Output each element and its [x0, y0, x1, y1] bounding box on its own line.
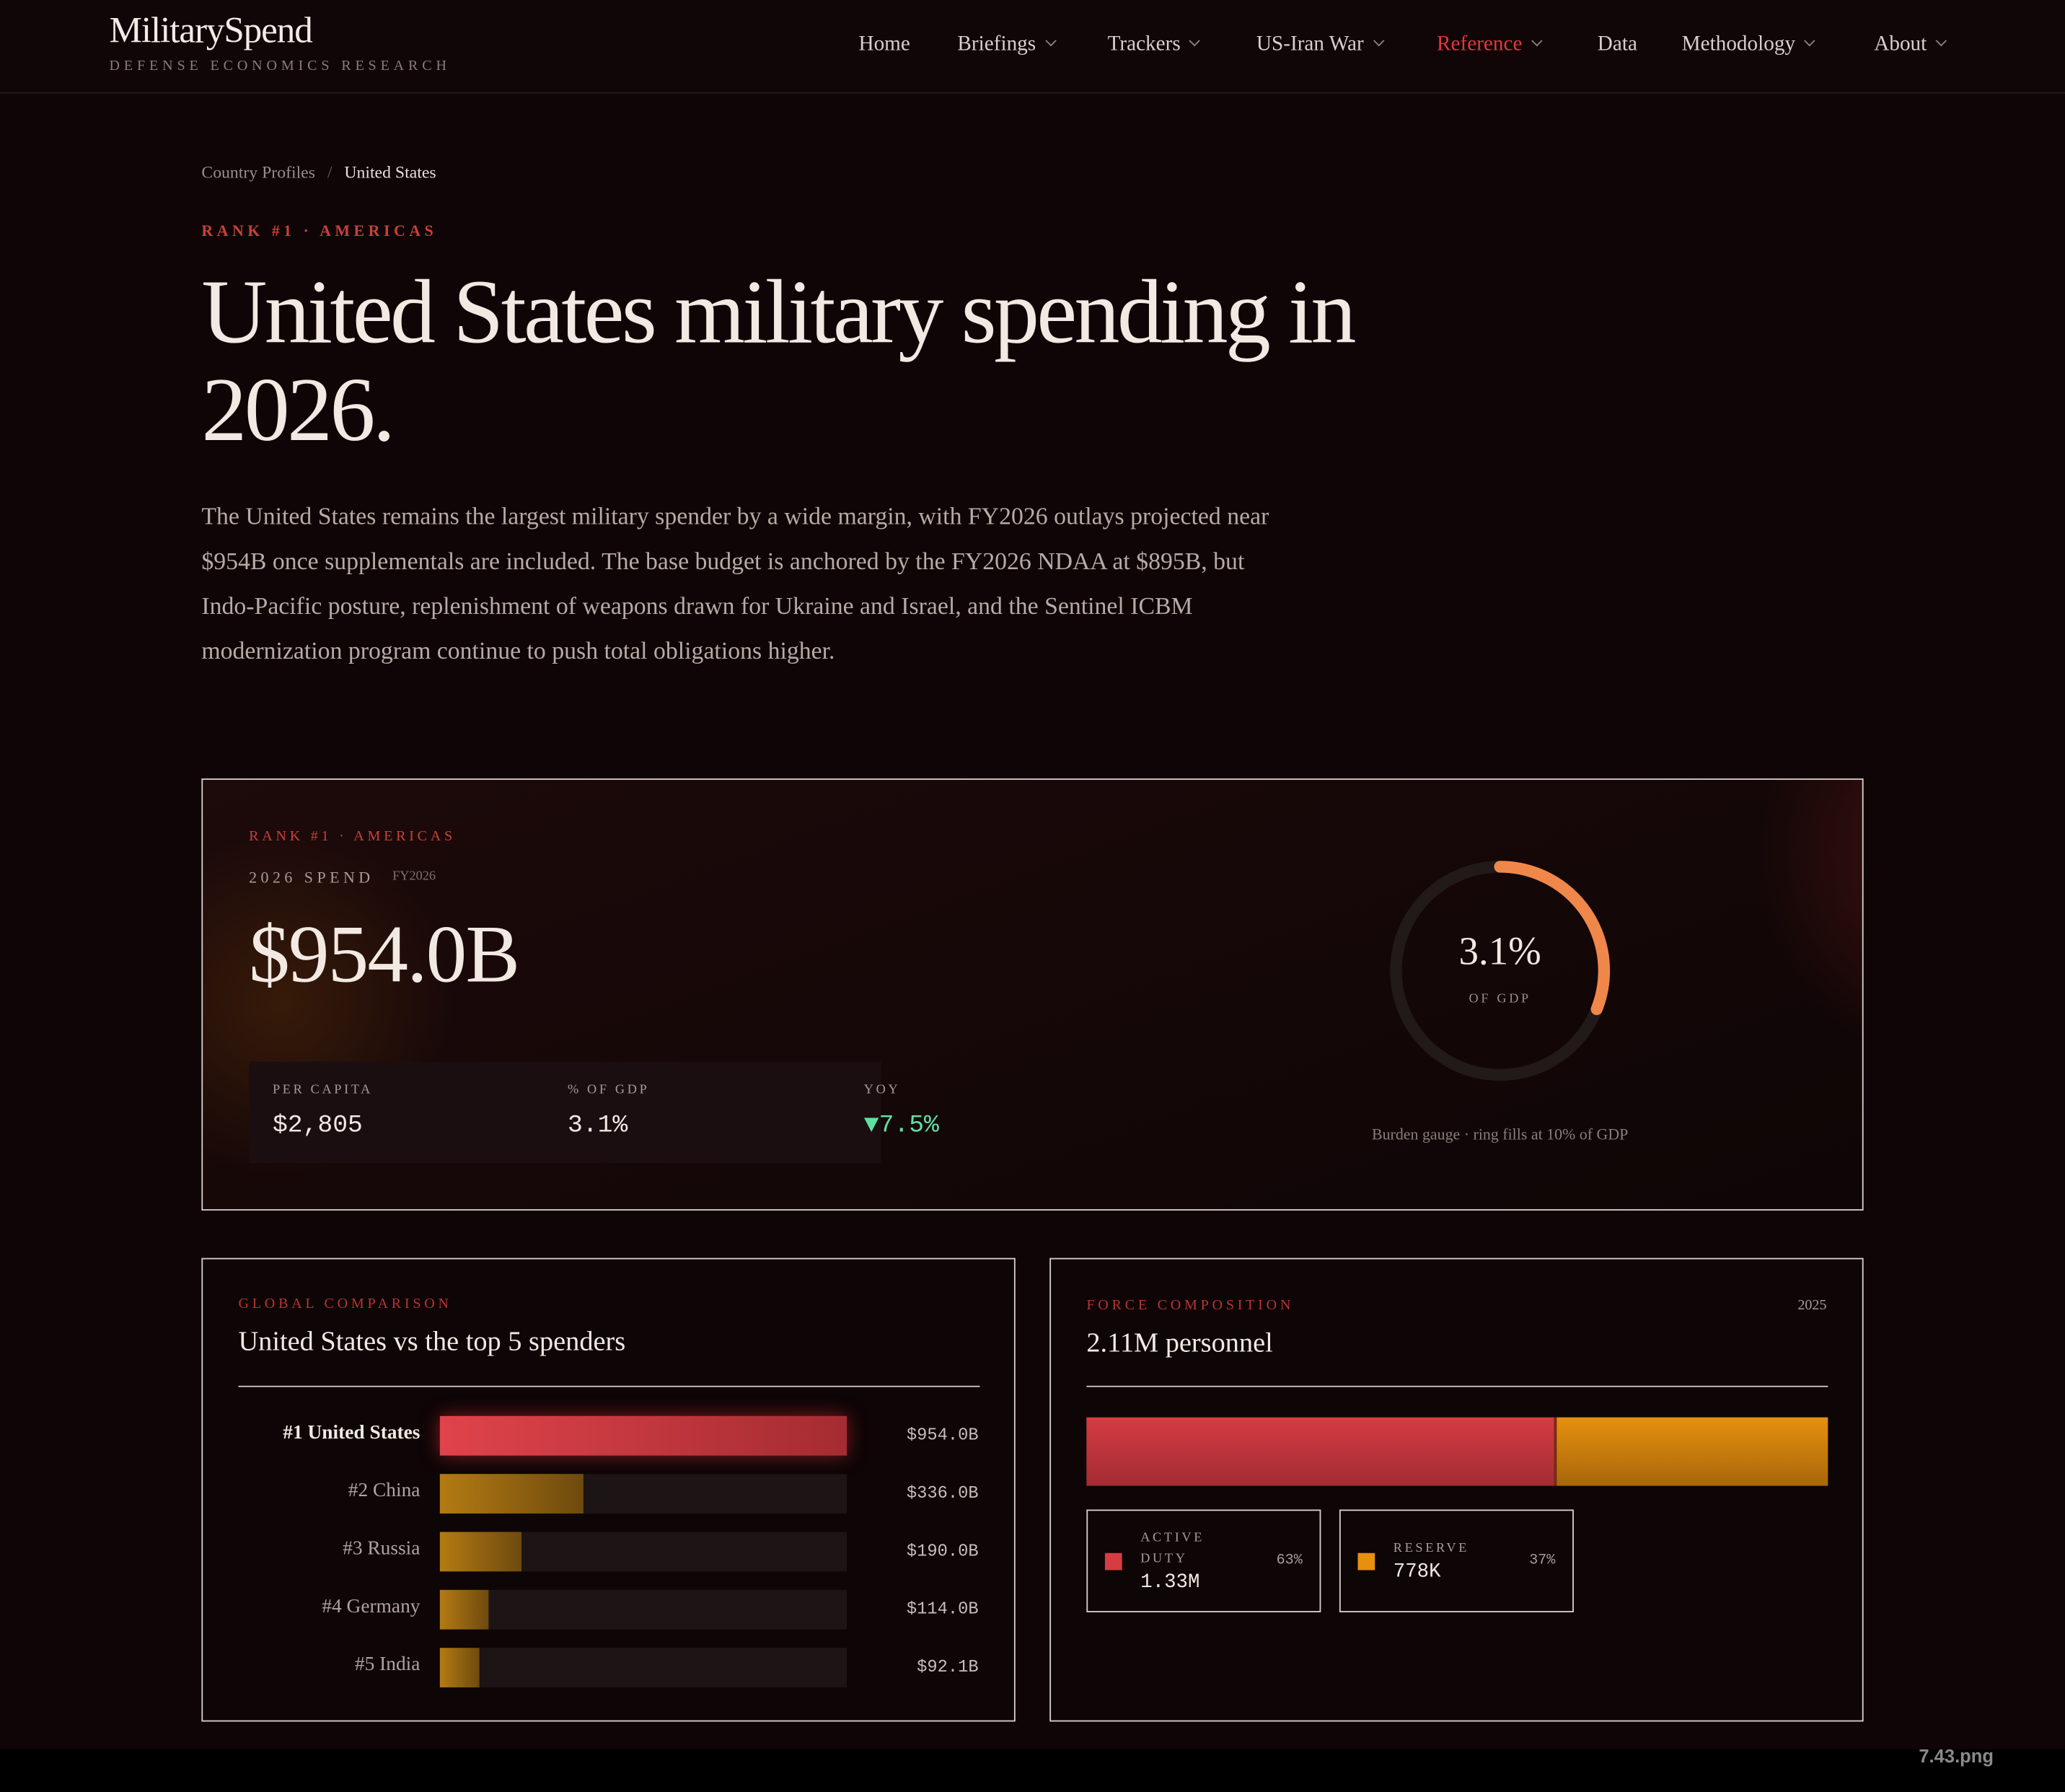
- chevron: [1804, 35, 1815, 47]
- bar-label: #1 United States: [283, 1422, 421, 1444]
- intro: The United States remains the largest mi…: [201, 504, 1269, 666]
- chevron: [1531, 35, 1543, 47]
- card-title: 2.11M personnel: [1086, 1326, 1273, 1358]
- chevron: [1935, 35, 1947, 47]
- divider: [238, 1385, 980, 1387]
- legend-item: ACTIVE DUTY 1.33M 63%: [1086, 1509, 1321, 1612]
- tagline: DEFENSE ECONOMICS RESEARCH: [109, 58, 451, 74]
- nav-item[interactable]: Briefings: [957, 32, 1056, 57]
- legend-count: 778K: [1393, 1560, 1441, 1584]
- card-year: 2025: [1797, 1297, 1827, 1314]
- nav-item[interactable]: Home: [858, 33, 910, 57]
- stat-label: PER CAPITA: [272, 1082, 374, 1097]
- nav-item[interactable]: About: [1874, 32, 1947, 57]
- card-eyebrow: GLOBAL COMPARISON: [238, 1296, 452, 1312]
- divider: [1086, 1385, 1828, 1387]
- nav-link[interactable]: US-Iran War: [1256, 32, 1364, 56]
- nav-link[interactable]: Data: [1597, 32, 1637, 56]
- comparison-card: GLOBAL COMPARISON United States vs the t…: [201, 1257, 1016, 1722]
- bar-track: [439, 1474, 847, 1514]
- nav-item[interactable]: Reference: [1437, 32, 1543, 57]
- value-label: $190.0B: [906, 1541, 979, 1561]
- value-label: $336.0B: [906, 1483, 979, 1503]
- gauge-value: 3.1%: [1459, 929, 1541, 973]
- bar: [439, 1474, 584, 1514]
- summary-card: RANK #1 · AMERICAS 2026 SPEND FY2026 $95…: [201, 778, 1864, 1211]
- breadcrumb-current: United States: [344, 162, 436, 182]
- chevron: [1373, 35, 1384, 47]
- force-card: FORCE COMPOSITION 2025 2.11M personnel A…: [1049, 1257, 1864, 1722]
- bar: [439, 1648, 480, 1687]
- nav-link[interactable]: About: [1874, 32, 1927, 56]
- legend-percent: 63%: [1276, 1552, 1303, 1569]
- stacked-segment: [1553, 1417, 1828, 1486]
- stat-label: YOY: [863, 1082, 901, 1097]
- nav-link[interactable]: Trackers: [1107, 32, 1181, 56]
- nav-link[interactable]: Home: [858, 32, 910, 56]
- bar: [439, 1532, 521, 1572]
- legend-swatch: [1104, 1552, 1122, 1571]
- eyebrow: RANK #1 · AMERICAS: [201, 221, 438, 240]
- nav-item[interactable]: Data: [1598, 33, 1637, 57]
- nav-link[interactable]: Methodology: [1681, 32, 1796, 56]
- bar-label: #3 Russia: [343, 1538, 421, 1560]
- file-label: 7.43.png: [1919, 1745, 1994, 1767]
- bar-track: [439, 1532, 847, 1572]
- value-label: $114.0B: [906, 1599, 979, 1620]
- nav-bar: MilitarySpend DEFENSE ECONOMICS RESEARCH…: [0, 0, 2065, 94]
- gauge-arc: [1390, 861, 1611, 1081]
- nav-item[interactable]: US-Iran War: [1256, 32, 1384, 57]
- legend-item: RESERVE 778K 37%: [1339, 1509, 1574, 1612]
- value-label: $954.0B: [906, 1425, 979, 1446]
- bar: [439, 1589, 489, 1630]
- bar-label: #2 China: [348, 1480, 421, 1502]
- legend-count: 1.33M: [1140, 1571, 1200, 1594]
- card-eyebrow: FORCE COMPOSITION: [1086, 1297, 1295, 1314]
- stat-value: 3.1%: [567, 1110, 628, 1140]
- value-label: $92.1B: [917, 1656, 979, 1677]
- bar-track: [439, 1589, 847, 1630]
- total-spend: $954.0B: [249, 910, 520, 1000]
- gauge: 3.1% OF GDP: [1390, 861, 1611, 1081]
- bar-track: [439, 1415, 847, 1456]
- legend-name: RESERVE: [1393, 1541, 1470, 1556]
- bar-label: #4 Germany: [322, 1596, 421, 1618]
- bar: [439, 1415, 847, 1456]
- bar-label: #5 India: [354, 1654, 421, 1676]
- legend-percent: 37%: [1529, 1552, 1556, 1569]
- page-title: United States military spending in 2026.: [201, 262, 1356, 460]
- gauge-unit: OF GDP: [1469, 991, 1531, 1006]
- stats-box: PER CAPITA $2,805 % OF GDP 3.1% YOY ▼7.5…: [249, 1061, 939, 1164]
- card-eyebrow: RANK #1 · AMERICAS: [249, 828, 456, 845]
- chevron: [1044, 35, 1056, 47]
- stat-label: % OF GDP: [567, 1082, 650, 1097]
- nav-item[interactable]: Methodology: [1681, 32, 1815, 57]
- breadcrumb-separator: /: [327, 162, 333, 182]
- stacked-segment: [1086, 1417, 1554, 1486]
- legend-name: ACTIVE DUTY: [1140, 1530, 1205, 1566]
- bar-track: [439, 1648, 847, 1687]
- chevron: [1189, 35, 1201, 47]
- bottom-strip: [0, 1749, 2065, 1792]
- spend-label: 2026 SPEND: [249, 868, 374, 887]
- gauge-caption: Burden gauge · ring fills at 10% of GDP: [1371, 1125, 1629, 1143]
- breadcrumb: Country Profiles / United States: [201, 162, 436, 183]
- nav-item[interactable]: Trackers: [1107, 32, 1201, 57]
- stat-value: $2,805: [272, 1110, 363, 1140]
- nav-link[interactable]: Reference: [1437, 32, 1523, 56]
- brand[interactable]: MilitarySpend: [109, 10, 313, 52]
- legend-swatch: [1357, 1552, 1375, 1571]
- nav-link[interactable]: Briefings: [957, 32, 1036, 56]
- breadcrumb-link[interactable]: Country Profiles: [201, 162, 315, 182]
- card-title: United States vs the top 5 spenders: [238, 1325, 626, 1357]
- stat-value: ▼7.5%: [863, 1110, 939, 1140]
- fiscal-year: FY2026: [392, 869, 436, 884]
